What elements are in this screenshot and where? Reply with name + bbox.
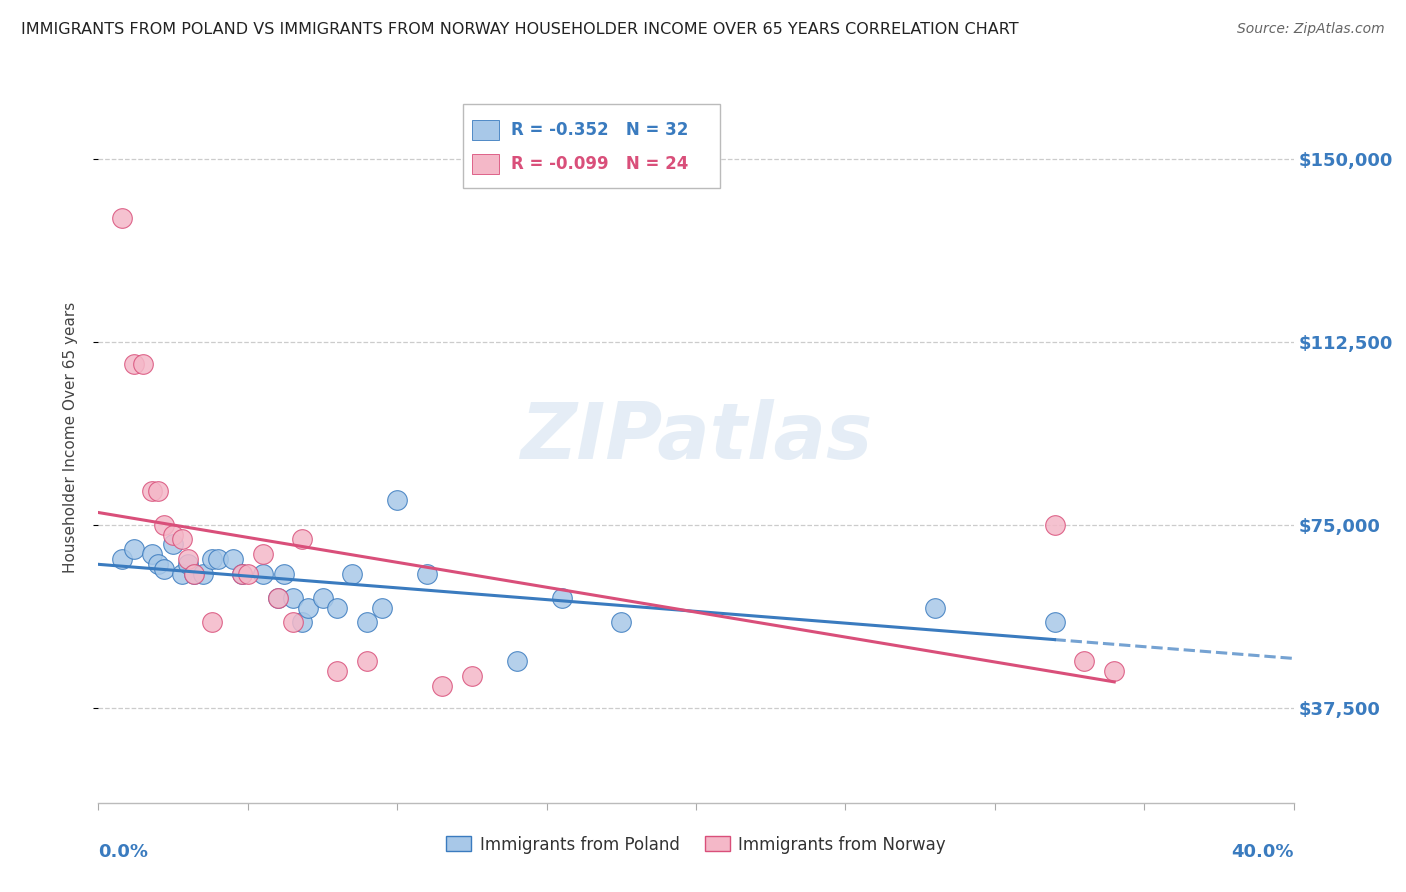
FancyBboxPatch shape [472,154,499,175]
Point [506,654,529,668]
Point [291,615,314,630]
FancyBboxPatch shape [463,104,720,188]
Point [371,600,394,615]
Point [183,566,205,581]
FancyBboxPatch shape [472,120,499,140]
Point [236,566,259,581]
Point [267,591,290,605]
Point [201,552,224,566]
Point [207,552,229,566]
Point [172,566,194,581]
Point [252,547,274,561]
Text: R = -0.352   N = 32: R = -0.352 N = 32 [510,121,688,139]
Point [132,357,155,371]
Text: 40.0%: 40.0% [1232,843,1294,861]
Point [281,615,304,630]
Point [273,566,295,581]
Point [342,566,364,581]
Point [1043,517,1066,532]
Point [385,493,409,508]
Point [183,566,205,581]
Point [222,552,245,566]
Point [416,566,439,581]
Point [231,566,253,581]
Point [153,517,176,532]
Point [311,591,333,605]
Point [141,483,163,498]
Point [124,357,146,371]
Point [430,679,453,693]
Point [177,552,200,566]
Point [326,600,349,615]
Point [356,615,378,630]
Y-axis label: Householder Income Over 65 years: Householder Income Over 65 years [63,301,77,573]
Point [111,552,134,566]
Point [153,562,176,576]
Point [148,483,170,498]
Point [326,664,349,678]
Point [172,533,194,547]
Point [162,537,184,551]
Point [148,557,170,571]
Point [1104,664,1126,678]
Point [162,527,184,541]
Point [1073,654,1095,668]
Point [356,654,378,668]
Point [124,542,146,557]
Point [461,669,484,683]
Point [281,591,304,605]
Point [924,600,946,615]
Point [1043,615,1066,630]
Point [297,600,319,615]
Point [141,547,163,561]
Point [191,566,214,581]
Point [610,615,633,630]
Text: 0.0%: 0.0% [98,843,149,861]
Text: IMMIGRANTS FROM POLAND VS IMMIGRANTS FROM NORWAY HOUSEHOLDER INCOME OVER 65 YEAR: IMMIGRANTS FROM POLAND VS IMMIGRANTS FRO… [21,22,1019,37]
Point [291,533,314,547]
Text: R = -0.099   N = 24: R = -0.099 N = 24 [510,155,688,173]
Text: Source: ZipAtlas.com: Source: ZipAtlas.com [1237,22,1385,37]
Point [550,591,572,605]
Text: ZIPatlas: ZIPatlas [520,399,872,475]
Point [267,591,290,605]
Point [231,566,253,581]
Point [201,615,224,630]
Point [252,566,274,581]
Point [111,211,134,225]
Point [177,557,200,571]
Legend: Immigrants from Poland, Immigrants from Norway: Immigrants from Poland, Immigrants from … [440,829,952,860]
